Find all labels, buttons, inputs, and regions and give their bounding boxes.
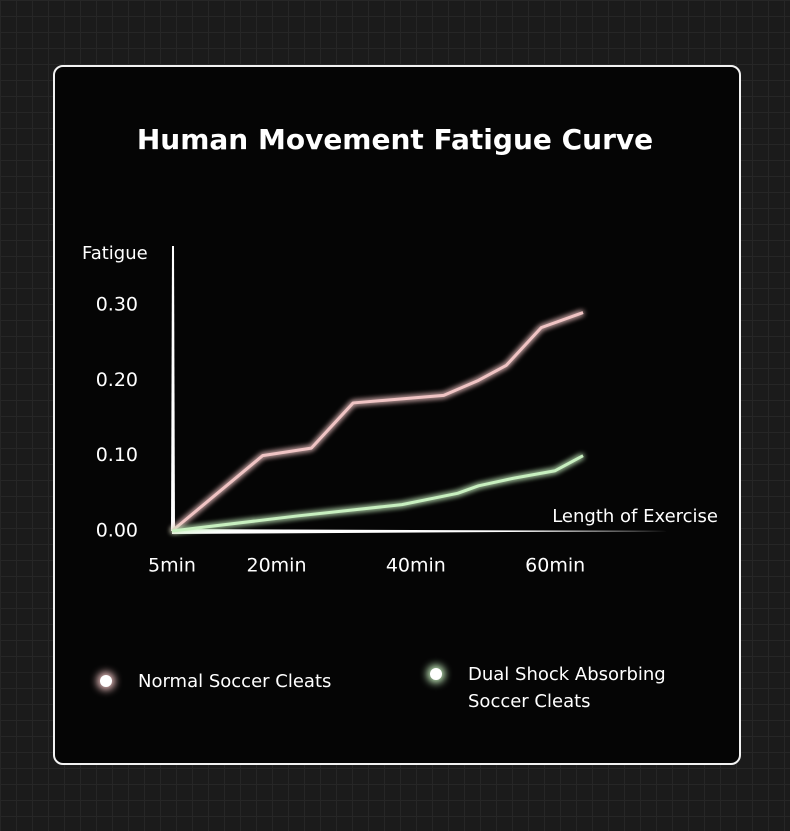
legend-item: Normal Soccer Cleats xyxy=(100,668,398,695)
legend-label: Dual Shock Absorbing Soccer Cleats xyxy=(468,664,666,712)
x-tick-label: 40min xyxy=(386,555,446,577)
legend-marker xyxy=(100,675,112,687)
series-line xyxy=(171,454,584,533)
card xyxy=(53,65,741,765)
y-tick-label: 0.20 xyxy=(96,369,138,391)
x-tick-label: 60min xyxy=(525,555,585,577)
legend-label: Normal Soccer Cleats xyxy=(138,671,332,692)
legend-item: Dual Shock Absorbing Soccer Cleats xyxy=(430,661,683,715)
y-tick-label: 0.10 xyxy=(96,444,138,466)
series-line xyxy=(171,311,584,533)
x-tick-label: 20min xyxy=(246,555,306,577)
x-axis xyxy=(172,529,668,534)
y-axis-label: Fatigue xyxy=(82,243,148,264)
legend-marker xyxy=(430,668,442,680)
chart-title: Human Movement Fatigue Curve xyxy=(137,123,653,156)
y-tick-label: 0.00 xyxy=(96,520,138,542)
y-axis xyxy=(171,246,175,531)
x-tick-label: 5min xyxy=(148,555,196,577)
x-axis-label: Length of Exercise xyxy=(552,506,718,527)
y-tick-label: 0.30 xyxy=(96,294,138,316)
